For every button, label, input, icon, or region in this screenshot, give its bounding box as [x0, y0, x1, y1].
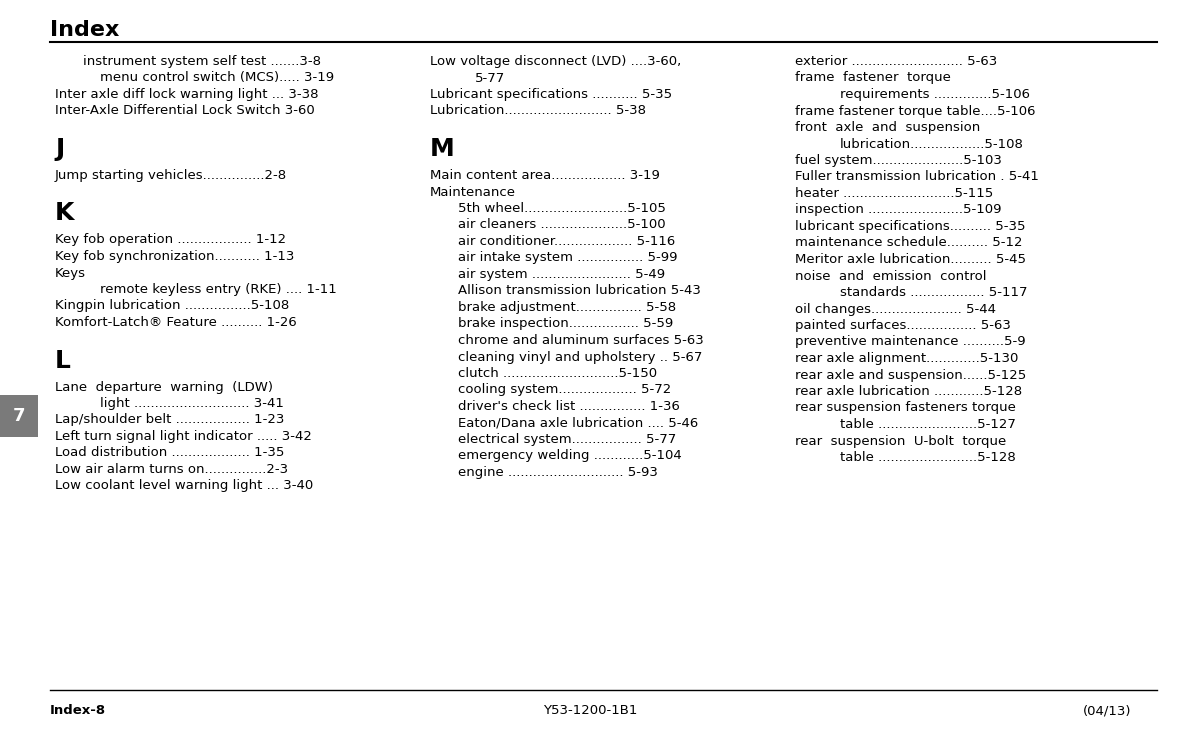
Text: heater ...........................5-115: heater ...........................5-115 — [795, 187, 993, 200]
Text: Main content area.................. 3-19: Main content area.................. 3-19 — [430, 169, 660, 182]
Text: L: L — [56, 348, 71, 373]
Text: air cleaners .....................5-100: air cleaners .....................5-100 — [458, 218, 666, 231]
Text: painted surfaces................. 5-63: painted surfaces................. 5-63 — [795, 319, 1011, 332]
Text: (04/13): (04/13) — [1083, 704, 1131, 717]
Text: cleaning vinyl and upholstery .. 5-67: cleaning vinyl and upholstery .. 5-67 — [458, 351, 703, 364]
Text: air system ........................ 5-49: air system ........................ 5-49 — [458, 268, 665, 281]
Text: rear axle and suspension......5-125: rear axle and suspension......5-125 — [795, 368, 1026, 381]
Text: Key fob synchronization........... 1-13: Key fob synchronization........... 1-13 — [56, 250, 294, 263]
Text: Kingpin lubrication ................5-108: Kingpin lubrication ................5-10… — [56, 299, 289, 313]
Text: Index: Index — [50, 20, 119, 40]
Text: preventive maintenance ..........5-9: preventive maintenance ..........5-9 — [795, 335, 1025, 348]
Text: frame  fastener  torque: frame fastener torque — [795, 72, 951, 84]
Text: Lubricant specifications ........... 5-35: Lubricant specifications ........... 5-3… — [430, 88, 672, 101]
Text: Key fob operation .................. 1-12: Key fob operation .................. 1-1… — [56, 234, 286, 247]
Text: requirements ..............5-106: requirements ..............5-106 — [840, 88, 1030, 101]
Text: 7: 7 — [13, 407, 25, 425]
Text: air intake system ................ 5-99: air intake system ................ 5-99 — [458, 252, 678, 264]
Text: table ........................5-128: table ........................5-128 — [840, 451, 1016, 464]
Text: brake inspection................. 5-59: brake inspection................. 5-59 — [458, 318, 673, 331]
Text: electrical system................. 5-77: electrical system................. 5-77 — [458, 433, 677, 446]
Text: table ........................5-127: table ........................5-127 — [840, 418, 1016, 431]
Text: driver's check list ................ 1-36: driver's check list ................ 1-3… — [458, 400, 680, 413]
Text: fuel system......................5-103: fuel system......................5-103 — [795, 154, 1001, 167]
Text: Lubrication.......................... 5-38: Lubrication.......................... 5-… — [430, 105, 646, 118]
Bar — [0, 395, 38, 437]
Text: oil changes...................... 5-44: oil changes...................... 5-44 — [795, 302, 996, 315]
Text: engine ............................ 5-93: engine ............................ 5-93 — [458, 466, 658, 479]
Text: lubricant specifications.......... 5-35: lubricant specifications.......... 5-35 — [795, 220, 1025, 233]
Text: lubrication..................5-108: lubrication..................5-108 — [840, 138, 1024, 151]
Text: air conditioner................... 5-116: air conditioner................... 5-116 — [458, 235, 676, 248]
Text: K: K — [56, 201, 74, 225]
Text: rear suspension fasteners torque: rear suspension fasteners torque — [795, 401, 1016, 414]
Text: Low air alarm turns on...............2-3: Low air alarm turns on...............2-3 — [56, 463, 288, 476]
Text: light ............................ 3-41: light ............................ 3-41 — [100, 397, 283, 410]
Text: Inter axle diff lock warning light ... 3-38: Inter axle diff lock warning light ... 3… — [56, 88, 319, 101]
Text: clutch ............................5-150: clutch ............................5-150 — [458, 367, 657, 380]
Text: Eaton/Dana axle lubrication .... 5-46: Eaton/Dana axle lubrication .... 5-46 — [458, 417, 698, 430]
Text: chrome and aluminum surfaces 5-63: chrome and aluminum surfaces 5-63 — [458, 334, 704, 347]
Text: Y53-1200-1B1: Y53-1200-1B1 — [543, 704, 638, 717]
Text: Low voltage disconnect (LVD) ....3-60,: Low voltage disconnect (LVD) ....3-60, — [430, 55, 681, 68]
Text: menu control switch (MCS)..... 3-19: menu control switch (MCS)..... 3-19 — [100, 72, 334, 84]
Text: standards .................. 5-117: standards .................. 5-117 — [840, 286, 1027, 299]
Text: maintenance schedule.......... 5-12: maintenance schedule.......... 5-12 — [795, 236, 1023, 250]
Text: Lap/shoulder belt .................. 1-23: Lap/shoulder belt .................. 1-2… — [56, 414, 285, 427]
Text: Fuller transmission lubrication . 5-41: Fuller transmission lubrication . 5-41 — [795, 171, 1039, 184]
Text: 5-77: 5-77 — [475, 72, 505, 84]
Text: Meritor axle lubrication.......... 5-45: Meritor axle lubrication.......... 5-45 — [795, 253, 1026, 266]
Text: instrument system self test .......3-8: instrument system self test .......3-8 — [83, 55, 321, 68]
Text: Keys: Keys — [56, 266, 86, 280]
Text: Inter-Axle Differential Lock Switch 3-60: Inter-Axle Differential Lock Switch 3-60 — [56, 105, 315, 118]
Text: rear  suspension  U-bolt  torque: rear suspension U-bolt torque — [795, 435, 1006, 447]
Text: inspection .......................5-109: inspection .......................5-109 — [795, 203, 1001, 217]
Text: noise  and  emission  control: noise and emission control — [795, 269, 986, 283]
Text: Maintenance: Maintenance — [430, 185, 516, 198]
Text: frame fastener torque table....5-106: frame fastener torque table....5-106 — [795, 105, 1036, 118]
Text: rear axle lubrication ............5-128: rear axle lubrication ............5-128 — [795, 385, 1022, 398]
Text: emergency welding ............5-104: emergency welding ............5-104 — [458, 449, 681, 463]
Text: Index-8: Index-8 — [50, 704, 106, 717]
Text: Load distribution ................... 1-35: Load distribution ................... 1-… — [56, 447, 285, 460]
Text: Allison transmission lubrication 5-43: Allison transmission lubrication 5-43 — [458, 285, 700, 297]
Text: rear axle alignment.............5-130: rear axle alignment.............5-130 — [795, 352, 1018, 365]
Text: front  axle  and  suspension: front axle and suspension — [795, 121, 980, 134]
Text: cooling system................... 5-72: cooling system................... 5-72 — [458, 384, 671, 397]
Text: brake adjustment................ 5-58: brake adjustment................ 5-58 — [458, 301, 677, 314]
Text: J: J — [56, 137, 64, 161]
Text: Left turn signal light indicator ..... 3-42: Left turn signal light indicator ..... 3… — [56, 430, 312, 443]
Text: M: M — [430, 137, 455, 161]
Text: Jump starting vehicles...............2-8: Jump starting vehicles...............2-8 — [56, 169, 287, 182]
Text: Low coolant level warning light ... 3-40: Low coolant level warning light ... 3-40 — [56, 479, 313, 493]
Text: exterior ........................... 5-63: exterior ........................... 5-6… — [795, 55, 997, 68]
Text: 5th wheel.........................5-105: 5th wheel.........................5-105 — [458, 202, 666, 215]
Text: Lane  departure  warning  (LDW): Lane departure warning (LDW) — [56, 381, 273, 394]
Text: Komfort-Latch® Feature .......... 1-26: Komfort-Latch® Feature .......... 1-26 — [56, 316, 296, 329]
Text: remote keyless entry (RKE) .... 1-11: remote keyless entry (RKE) .... 1-11 — [100, 283, 337, 296]
